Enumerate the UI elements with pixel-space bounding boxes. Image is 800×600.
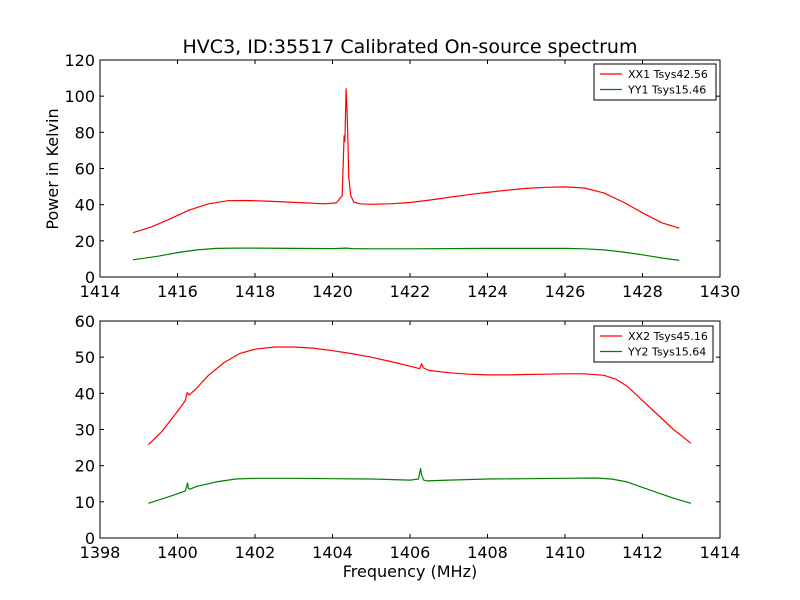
top-legend-entry: YY1 Tsys15.46 — [627, 84, 706, 97]
top-legend-entry: XX1 Tsys42.56 — [628, 68, 708, 81]
top-y-tick-label: 0 — [85, 268, 95, 287]
bottom-x-tick-label: 1398 — [80, 543, 121, 562]
bottom-legend-box — [593, 325, 714, 363]
y-axis-label: Power in Kelvin — [43, 108, 62, 229]
bottom-y-tick-label: 60 — [75, 312, 95, 331]
top-x-tick-label: 1416 — [157, 282, 198, 301]
bottom-y-tick-label: 40 — [75, 384, 95, 403]
top-series-yy1-line — [132, 247, 680, 261]
top-y-tick-label: 80 — [75, 123, 95, 142]
bottom-x-tick-label: 1404 — [312, 543, 353, 562]
top-x-tick-label: 1420 — [312, 282, 353, 301]
top-legend: XX1 Tsys42.56 YY1 Tsys15.46 — [593, 63, 717, 101]
top-legend-box — [593, 63, 717, 101]
bottom-legend-entry: YY2 Tsys15.64 — [627, 346, 706, 359]
bottom-x-tick-label: 1408 — [467, 543, 508, 562]
top-x-tick-label: 1418 — [235, 282, 276, 301]
bottom-y-tick-label: 20 — [75, 457, 95, 476]
top-x-tick-label: 1426 — [545, 282, 586, 301]
bottom-series-xx2-line — [147, 346, 692, 446]
top-x-tick-label: 1422 — [390, 282, 431, 301]
top-y-tick-label: 100 — [64, 87, 95, 106]
bottom-x-tick-label: 1410 — [545, 543, 586, 562]
top-y-tick-label: 120 — [64, 51, 95, 70]
bottom-x-tick-label: 1414 — [700, 543, 741, 562]
top-x-tick-label: 1414 — [80, 282, 121, 301]
top-x-tick-label: 1428 — [622, 282, 663, 301]
top-y-tick-label: 60 — [75, 160, 95, 179]
bottom-y-tick-label: 0 — [85, 529, 95, 548]
bottom-legend-entry: XX2 Tsys45.16 — [628, 330, 708, 343]
bottom-legend: XX2 Tsys45.16 YY2 Tsys15.64 — [593, 325, 714, 363]
bottom-y-tick-label: 10 — [75, 493, 95, 512]
x-axis-label: Frequency (MHz) — [343, 562, 477, 581]
top-y-tick-label: 20 — [75, 232, 95, 251]
top-y-tick-label: 40 — [75, 196, 95, 215]
top-x-tick-label: 1430 — [700, 282, 741, 301]
bottom-spectrum-panel: 1398 1400 1402 1404 1406 1408 1410 1412 1414 0 10 2… — [75, 312, 741, 562]
bottom-y-tick-label: 50 — [75, 348, 95, 367]
top-x-tick-label: 1424 — [467, 282, 508, 301]
bottom-x-tick-label: 1412 — [622, 543, 663, 562]
bottom-x-tick-label: 1406 — [390, 543, 431, 562]
bottom-x-tick-label: 1402 — [235, 543, 276, 562]
figure-title: HVC3, ID:35517 Calibrated On-source spec… — [183, 36, 638, 58]
bottom-y-tick-label: 30 — [75, 421, 95, 440]
top-spectrum-panel: 1414 1416 1418 1420 1422 1424 1426 1428 1430 0 20 4… — [64, 51, 740, 301]
bottom-x-tick-label: 1400 — [157, 543, 198, 562]
top-series-xx1-line — [132, 88, 680, 234]
bottom-series-yy2-line — [148, 468, 692, 504]
